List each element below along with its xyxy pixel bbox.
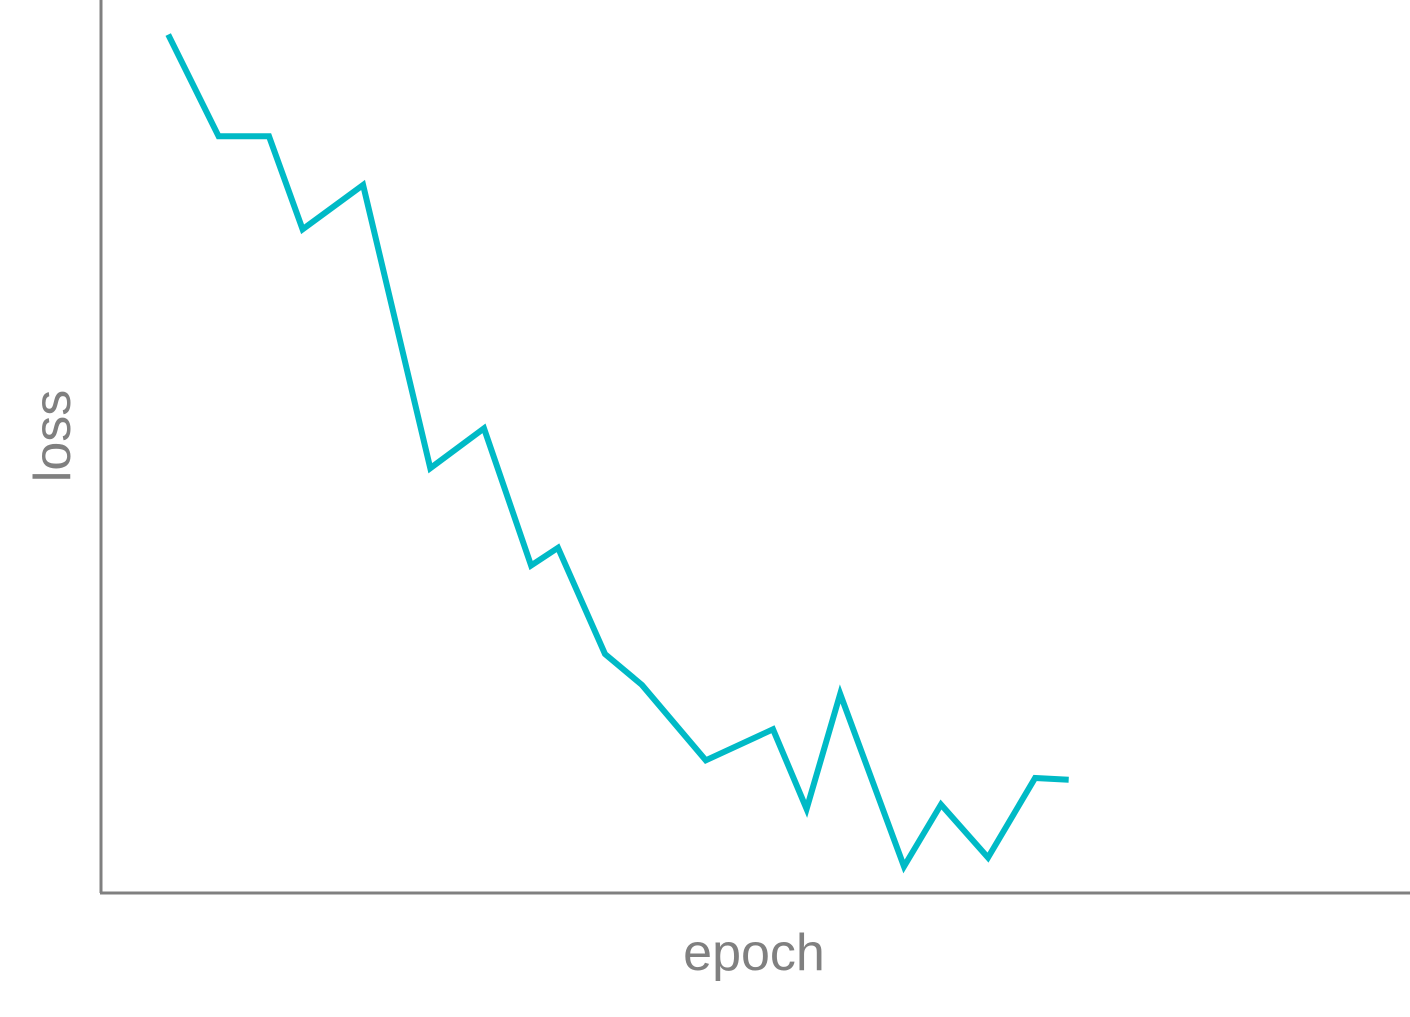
x-axis-label: epoch bbox=[683, 924, 825, 982]
y-axis-label: loss bbox=[24, 390, 82, 482]
series-line-0 bbox=[165, 33, 1069, 874]
plot-area bbox=[165, 33, 1069, 874]
